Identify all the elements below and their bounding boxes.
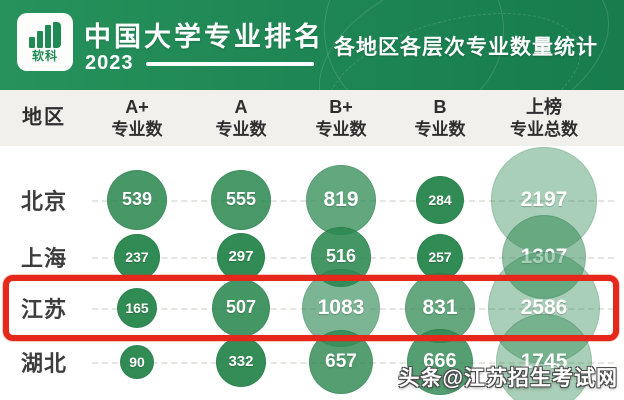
shanghairanking-logo: 软科 [17,13,73,71]
value-bubble-湖北-B+: 657 [308,329,374,395]
value-bubble-江苏-A+: 165 [116,287,158,329]
value-bubble-江苏-A: 507 [211,278,271,338]
value-bubble-北京-B: 284 [415,175,464,224]
column-header-1: A+ 专业数 [111,97,163,139]
value-bubble-北京-B+: 819 [305,164,377,236]
top-banner: 软科 中国大学专业排名 2023 各地区各层次专业数量统计 [0,0,624,90]
value-bubble-湖北-A: 332 [215,336,267,388]
logo-label: 软科 [31,49,58,63]
year-row: 2023 [85,52,314,75]
value-bubble-湖北-上榜: 1745 [496,314,592,400]
column-header-0: 地区 [22,106,66,129]
column-header-4: B 专业数 [414,97,466,139]
column-header-2: A 专业数 [215,97,267,139]
table-header-row: 地区 A+ 专业数 A 专业数 B+ 专业数 B 专业数 上榜 专业总数 [0,90,624,146]
title-underline [145,61,314,66]
value-bubble-上海-上榜: 1307 [501,214,587,300]
region-label-湖北: 湖北 [20,351,68,376]
value-bubble-北京-A+: 539 [106,169,168,231]
value-bubble-上海-A: 297 [216,232,266,282]
region-label-上海: 上海 [20,246,68,271]
column-header-3: B+ 专业数 [315,97,367,139]
value-bubble-湖北-A+: 90 [119,344,154,379]
column-header-5: 上榜 专业总数 [510,97,578,139]
region-label-北京: 北京 [20,189,68,214]
region-label-江苏: 江苏 [20,297,68,322]
table-body: 北京 上海 江苏 湖北 539 555 819 284 2197 237 297 516 257 1307… [0,146,624,400]
value-bubble-上海-A+: 237 [114,234,160,280]
chart-subtitle: 各地区各层次专业数量统计 [334,36,598,59]
bar-chart-icon [29,22,61,48]
value-bubble-江苏-上榜: 2586 [487,251,601,365]
ranking-year: 2023 [85,52,134,74]
ranking-title: 中国大学专业排名 [84,22,324,52]
value-bubble-北京-A: 555 [210,169,272,231]
value-bubble-上海-B: 257 [416,233,464,281]
watermark: 头条@江苏招生考试网 [398,367,618,390]
